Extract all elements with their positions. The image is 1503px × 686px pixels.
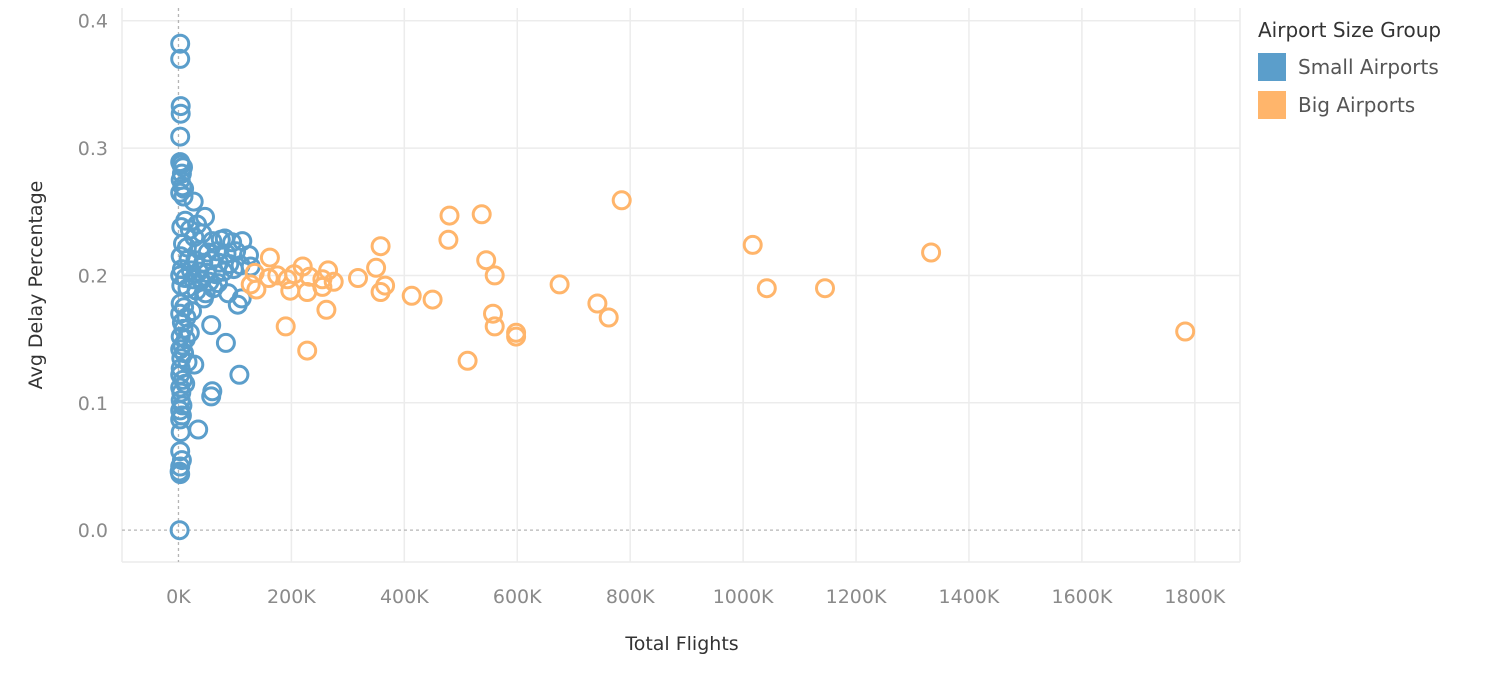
point-small-airports <box>170 409 191 430</box>
point-big-airports <box>611 190 632 211</box>
point-big-airports <box>742 234 763 255</box>
legend-title: Airport Size Group <box>1258 18 1442 42</box>
y-tick-labels: 0.0 0.1 0.2 0.3 0.4 <box>78 11 108 542</box>
legend-item-big-airports[interactable]: Big Airports <box>1258 86 1441 124</box>
point-big-airports <box>457 350 478 371</box>
data-points <box>169 33 1196 541</box>
y-axis-title: Avg Delay Percentage <box>25 181 47 390</box>
x-tick-label: 0K <box>166 586 191 608</box>
x-tick-labels: 0K 200K 400K 600K 800K 1000K 1200K 1400K 1600K 18… <box>166 586 1226 608</box>
point-small-airports <box>170 422 191 443</box>
x-tick-label: 1200K <box>826 586 887 608</box>
point-small-airports <box>173 186 194 207</box>
legend-item-small-airports[interactable]: Small Airports <box>1258 48 1441 86</box>
point-big-airports <box>476 250 497 271</box>
x-tick-label: 1800K <box>1164 586 1225 608</box>
point-small-airports <box>169 520 190 541</box>
point-small-airports <box>193 288 214 309</box>
legend-swatch-big-airports <box>1258 91 1286 119</box>
point-small-airports <box>170 96 191 117</box>
y-tick-label: 0.1 <box>78 393 108 415</box>
point-big-airports <box>401 285 422 306</box>
point-big-airports <box>921 242 942 263</box>
point-small-airports <box>170 182 191 203</box>
point-small-airports <box>201 315 222 336</box>
point-small-airports <box>215 332 236 353</box>
point-small-airports <box>223 259 244 280</box>
point-big-airports <box>422 289 443 310</box>
x-tick-label: 200K <box>267 586 316 608</box>
x-tick-label: 1600K <box>1051 586 1112 608</box>
legend-label-small-airports: Small Airports <box>1298 55 1439 79</box>
point-big-airports <box>598 307 619 328</box>
point-small-airports <box>170 33 191 54</box>
grid-lines <box>121 8 1241 563</box>
point-small-airports <box>183 191 204 212</box>
x-tick-label: 1400K <box>939 586 1000 608</box>
point-big-airports <box>506 326 527 347</box>
point-big-airports <box>815 278 835 299</box>
point-big-airports <box>259 247 280 268</box>
point-big-airports <box>240 274 261 295</box>
point-big-airports <box>484 316 505 337</box>
point-big-airports <box>587 293 608 314</box>
y-tick-label: 0.2 <box>78 265 108 287</box>
point-big-airports <box>549 274 570 295</box>
point-big-airports <box>756 278 777 299</box>
axes <box>122 8 1240 562</box>
point-small-airports <box>229 364 250 385</box>
point-small-airports <box>208 273 228 294</box>
point-small-airports <box>170 464 191 485</box>
point-big-airports <box>258 268 279 288</box>
point-small-airports <box>227 294 248 315</box>
point-big-airports <box>348 268 368 288</box>
y-tick-label: 0.4 <box>78 11 108 33</box>
point-small-airports <box>170 48 191 69</box>
point-big-airports <box>438 229 459 250</box>
point-big-airports <box>280 280 301 301</box>
point-big-airports <box>323 271 344 292</box>
point-small-airports <box>184 354 205 375</box>
point-big-airports <box>370 282 391 302</box>
x-tick-label: 400K <box>380 586 429 608</box>
point-big-airports <box>246 279 267 300</box>
point-big-airports <box>471 204 492 225</box>
point-small-airports <box>222 232 243 253</box>
legend-label-big-airports: Big Airports <box>1298 93 1416 117</box>
point-big-airports <box>366 257 387 278</box>
x-tick-label: 1000K <box>713 586 774 608</box>
point-small-airports <box>170 126 191 147</box>
y-tick-label: 0.0 <box>78 520 108 542</box>
point-big-airports <box>277 269 298 290</box>
point-big-airports <box>484 265 505 286</box>
point-big-airports <box>297 340 318 361</box>
point-big-airports <box>1175 321 1196 342</box>
x-tick-label: 800K <box>606 586 655 608</box>
point-big-airports <box>275 316 296 337</box>
legend-swatch-small-airports <box>1258 53 1286 81</box>
point-big-airports <box>316 299 337 320</box>
legend: Airport Size Group Small Airports Big Ai… <box>1258 18 1441 124</box>
point-big-airports <box>312 269 333 290</box>
point-small-airports <box>170 441 191 462</box>
point-big-airports <box>439 205 460 226</box>
point-small-airports <box>188 419 209 440</box>
y-tick-label: 0.3 <box>78 138 108 160</box>
point-big-airports <box>297 282 318 302</box>
point-small-airports <box>170 103 191 124</box>
point-big-airports <box>370 236 391 257</box>
x-tick-label: 600K <box>493 586 542 608</box>
point-small-airports <box>174 178 195 199</box>
point-big-airports <box>483 303 503 324</box>
point-small-airports <box>213 261 234 282</box>
x-axis-title: Total Flights <box>624 633 738 655</box>
point-small-airports <box>201 386 222 407</box>
